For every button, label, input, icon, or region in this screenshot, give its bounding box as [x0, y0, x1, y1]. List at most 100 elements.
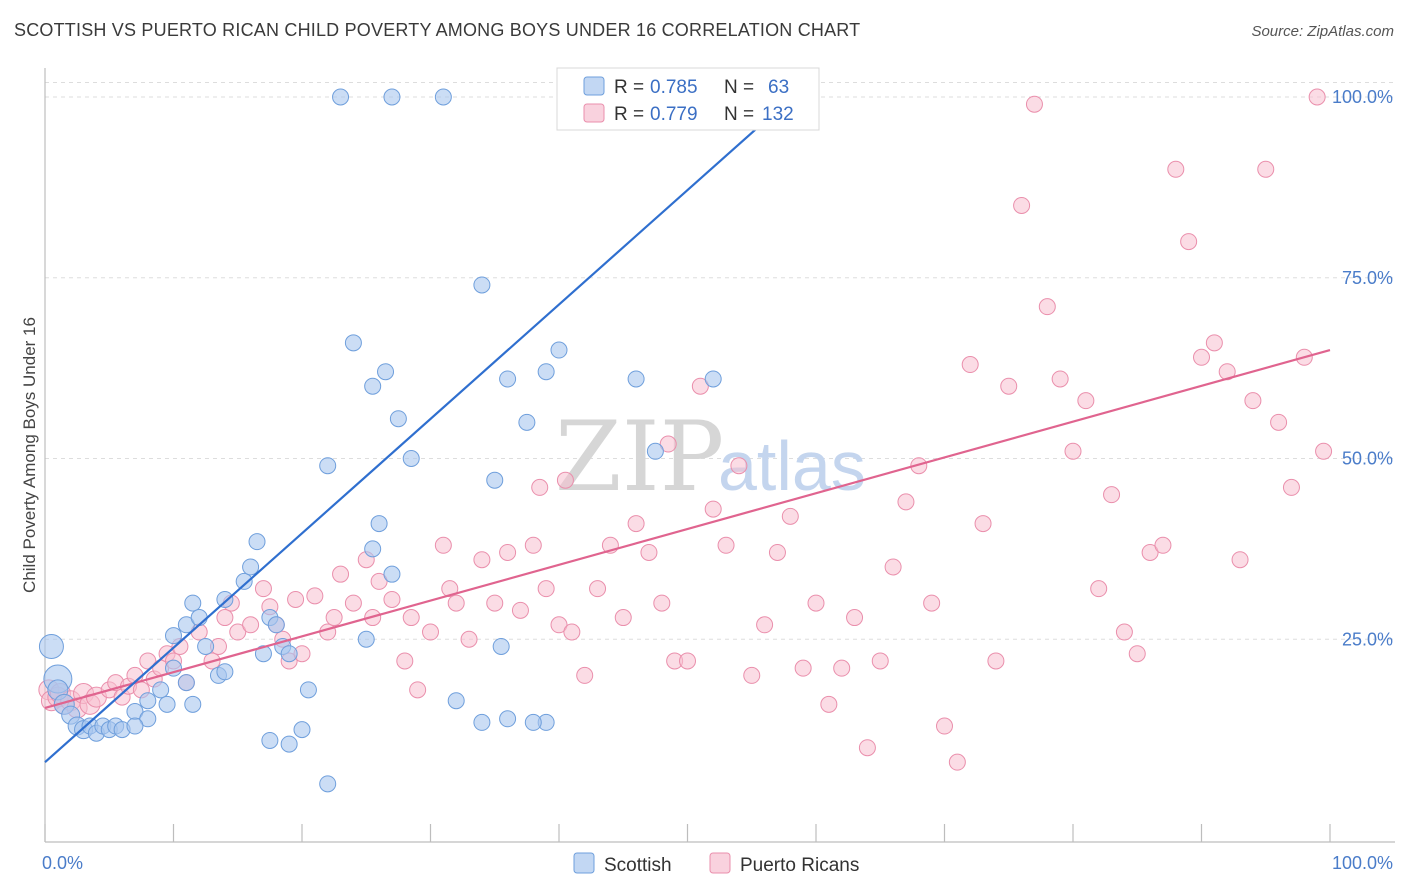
scottish-point: [344, 334, 362, 352]
puerto-ricans-point: [139, 652, 157, 670]
scottish-points: [38, 88, 722, 793]
puerto-ricans-point: [325, 609, 343, 627]
y-tick-label: 75.0%: [1342, 268, 1393, 288]
puerto-ricans-point: [1167, 160, 1185, 178]
puerto-ricans-point: [743, 666, 761, 684]
puerto-ricans-point: [1064, 442, 1082, 460]
puerto-ricans-point: [383, 590, 401, 608]
scottish-point: [126, 717, 144, 735]
puerto-ricans-point: [1077, 392, 1095, 410]
puerto-ricans-point: [871, 652, 889, 670]
puerto-ricans-point: [691, 377, 709, 395]
scottish-point: [473, 713, 491, 731]
puerto-ricans-point: [1193, 348, 1210, 366]
top-legend: R = 0.785 N = 63 R = 0.779 N = 132: [556, 67, 820, 131]
puerto-ricans-point: [653, 594, 671, 612]
puerto-ricans-point: [229, 623, 247, 641]
y-tick-label: 100.0%: [1332, 87, 1393, 107]
scottish-point: [152, 681, 170, 699]
puerto-ricans-point: [1038, 298, 1056, 316]
scottish-point: [254, 645, 272, 663]
puerto-ricans-point: [550, 616, 568, 634]
scottish-point: [190, 609, 208, 627]
puerto-ricans-point: [402, 609, 420, 627]
puerto-ricans-point: [370, 572, 388, 590]
trend-lines: [44, 81, 1331, 763]
legend-n-label-1: N =: [724, 77, 754, 98]
scottish-point: [499, 710, 517, 728]
scottish-point: [242, 558, 260, 576]
puerto-ricans-point: [923, 594, 941, 612]
puerto-ricans-point: [820, 695, 838, 713]
puerto-ricans-point: [781, 507, 799, 525]
y-axis-label: Child Poverty Among Boys Under 16: [20, 317, 39, 593]
puerto-ricans-point: [531, 478, 549, 496]
puerto-ricans-point: [434, 536, 452, 554]
puerto-ricans-point: [858, 739, 876, 757]
puerto-ricans-point: [589, 580, 607, 598]
scottish-point: [486, 471, 504, 489]
grid-lines: [45, 82, 1395, 640]
scottish-point: [434, 88, 452, 106]
x-tick-label: 0.0%: [42, 853, 83, 873]
bottom-legend-puerto-ricans: Puerto Ricans: [740, 855, 859, 876]
puerto-ricans-point: [473, 551, 491, 569]
scottish-point: [280, 645, 298, 663]
scottish-point: [267, 616, 285, 634]
scottish-point: [319, 457, 337, 475]
scottish-point: [235, 572, 253, 590]
watermark: ZIP atlas: [555, 401, 866, 513]
puerto-ricans-point: [627, 515, 645, 533]
puerto-ricans-point: [1000, 377, 1018, 395]
watermark-zip: ZIP: [555, 401, 724, 513]
puerto-ricans-point: [846, 609, 864, 627]
scottish-point: [158, 695, 176, 713]
legend-r-value-2: 0.779: [650, 104, 698, 125]
puerto-ricans-point: [1205, 334, 1223, 352]
puerto-ricans-point: [897, 493, 915, 511]
puerto-ricans-point: [1270, 413, 1288, 431]
puerto-ricans-point: [447, 594, 465, 612]
puerto-ricans-point: [730, 457, 748, 475]
puerto-ricans-point: [556, 471, 574, 489]
puerto-ricans-point: [1315, 442, 1333, 460]
scottish-point: [165, 627, 182, 645]
puerto-ricans-point: [396, 652, 414, 670]
puerto-ricans-point: [794, 659, 812, 677]
puerto-ricans-point: [409, 681, 427, 699]
scottish-point: [139, 692, 157, 710]
puerto-ricans-point: [961, 356, 979, 374]
puerto-ricans-point: [1154, 536, 1172, 554]
scottish-trend-line: [44, 81, 810, 763]
chart-source: Source: ZipAtlas.com: [1251, 23, 1394, 40]
puerto-ricans-point: [1013, 196, 1031, 214]
y-tick-label: 25.0%: [1342, 629, 1393, 649]
puerto-ricans-point: [614, 609, 632, 627]
scottish-point: [492, 637, 510, 655]
scottish-point: [370, 515, 388, 533]
puerto-ricans-point: [332, 565, 350, 583]
scottish-point: [319, 775, 337, 793]
scottish-point: [184, 695, 202, 713]
puerto-ricans-point: [511, 601, 529, 619]
puerto-ricans-point: [306, 587, 324, 605]
puerto-ricans-point: [833, 659, 851, 677]
legend-r-label-2: R =: [614, 104, 644, 125]
puerto-ricans-point: [1103, 486, 1121, 504]
bottom-legend-swatch-puerto-ricans: [709, 852, 731, 874]
puerto-ricans-point: [254, 580, 272, 598]
puerto-ricans-point: [1244, 392, 1262, 410]
puerto-ricans-point: [1257, 160, 1275, 178]
scottish-point: [248, 533, 266, 551]
axes: [44, 68, 1395, 843]
puerto-ricans-point: [441, 580, 459, 598]
scottish-point: [280, 735, 298, 753]
puerto-ricans-point: [1128, 645, 1146, 663]
scottish-point: [499, 370, 517, 388]
puerto-ricans-point: [216, 609, 234, 627]
puerto-ricans-point: [242, 616, 260, 634]
scottish-point: [704, 370, 722, 388]
puerto-ricans-point: [524, 536, 542, 554]
scottish-point: [364, 377, 382, 395]
